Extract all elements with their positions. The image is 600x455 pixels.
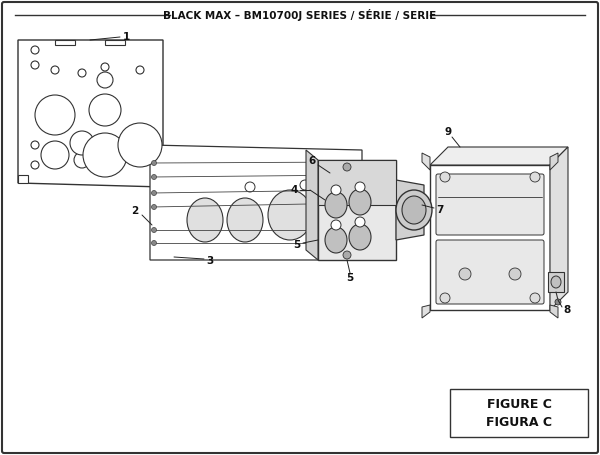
Text: 9: 9: [445, 127, 452, 137]
Bar: [430, 165, 550, 310]
Text: 5: 5: [293, 240, 301, 250]
Bar: [318, 160, 396, 260]
Ellipse shape: [459, 268, 471, 280]
Ellipse shape: [402, 196, 426, 224]
Polygon shape: [306, 150, 318, 260]
Text: 7: 7: [436, 205, 443, 215]
Ellipse shape: [343, 163, 351, 171]
Ellipse shape: [440, 172, 450, 182]
FancyBboxPatch shape: [436, 240, 544, 304]
Ellipse shape: [151, 241, 157, 246]
Ellipse shape: [349, 189, 371, 215]
Polygon shape: [18, 175, 28, 183]
Ellipse shape: [35, 95, 75, 135]
Ellipse shape: [268, 190, 312, 240]
Ellipse shape: [31, 141, 39, 149]
Text: 5: 5: [346, 273, 353, 283]
FancyBboxPatch shape: [436, 174, 544, 235]
Bar: [318, 160, 396, 205]
Polygon shape: [150, 145, 362, 260]
Polygon shape: [422, 153, 430, 170]
Ellipse shape: [355, 182, 365, 192]
Ellipse shape: [97, 72, 113, 88]
Ellipse shape: [509, 268, 521, 280]
Ellipse shape: [331, 220, 341, 230]
Polygon shape: [550, 153, 558, 170]
Ellipse shape: [187, 198, 223, 242]
Text: 6: 6: [308, 156, 316, 166]
Ellipse shape: [78, 69, 86, 77]
Ellipse shape: [300, 180, 310, 190]
Text: 4: 4: [290, 185, 298, 195]
Text: 8: 8: [563, 305, 571, 315]
Ellipse shape: [325, 192, 347, 218]
Polygon shape: [105, 40, 125, 45]
Ellipse shape: [551, 276, 561, 288]
Ellipse shape: [530, 172, 540, 182]
Text: FIGURE C: FIGURE C: [487, 399, 551, 411]
Ellipse shape: [41, 141, 69, 169]
Polygon shape: [430, 147, 568, 165]
Ellipse shape: [118, 123, 162, 167]
Ellipse shape: [355, 217, 365, 227]
Ellipse shape: [396, 190, 432, 230]
Ellipse shape: [530, 293, 540, 303]
Bar: [450, 389, 588, 437]
Polygon shape: [422, 305, 430, 318]
Polygon shape: [153, 179, 163, 187]
Ellipse shape: [317, 188, 353, 232]
Ellipse shape: [325, 227, 347, 253]
Ellipse shape: [31, 61, 39, 69]
Ellipse shape: [89, 94, 121, 126]
Ellipse shape: [555, 299, 561, 305]
Ellipse shape: [136, 66, 144, 74]
Ellipse shape: [31, 46, 39, 54]
Text: 2: 2: [131, 206, 139, 216]
Ellipse shape: [51, 66, 59, 74]
Polygon shape: [396, 180, 424, 240]
Polygon shape: [55, 40, 75, 45]
Polygon shape: [18, 40, 163, 187]
Ellipse shape: [151, 161, 157, 166]
Text: FIGURA C: FIGURA C: [486, 416, 552, 430]
Ellipse shape: [83, 133, 127, 177]
Ellipse shape: [151, 228, 157, 233]
Text: 3: 3: [206, 256, 214, 266]
Ellipse shape: [31, 161, 39, 169]
Ellipse shape: [440, 293, 450, 303]
Polygon shape: [550, 305, 558, 318]
Ellipse shape: [70, 131, 94, 155]
Polygon shape: [550, 147, 568, 310]
Ellipse shape: [151, 204, 157, 209]
Ellipse shape: [101, 63, 109, 71]
Ellipse shape: [343, 251, 351, 259]
Ellipse shape: [151, 191, 157, 196]
Ellipse shape: [245, 182, 255, 192]
Ellipse shape: [349, 224, 371, 250]
Bar: [548, 272, 564, 292]
Text: BLACK MAX – BM10700J SERIES / SÉRIE / SERIE: BLACK MAX – BM10700J SERIES / SÉRIE / SE…: [163, 9, 437, 21]
Text: 1: 1: [122, 32, 130, 42]
Ellipse shape: [151, 175, 157, 180]
Ellipse shape: [227, 198, 263, 242]
Ellipse shape: [331, 185, 341, 195]
Ellipse shape: [74, 152, 90, 168]
